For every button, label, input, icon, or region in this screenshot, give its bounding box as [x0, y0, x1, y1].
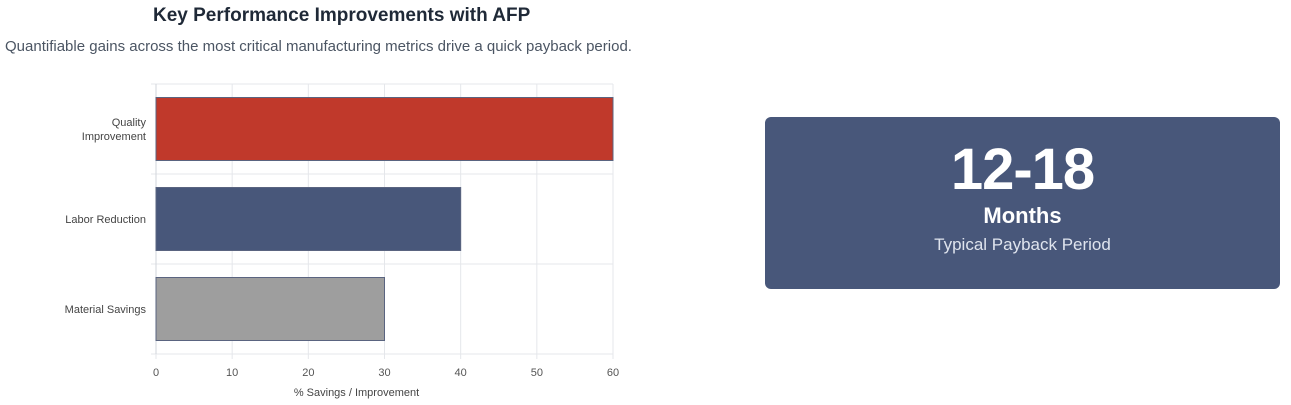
- page-title: Key Performance Improvements with AFP: [153, 5, 531, 26]
- x-tick-label: 10: [226, 367, 238, 379]
- x-tick-label: 60: [607, 367, 619, 379]
- bar: [155, 277, 385, 341]
- category-label: Quality: [112, 117, 147, 129]
- category-label: Labor Reduction: [65, 214, 146, 226]
- category-label: Material Savings: [65, 304, 147, 316]
- bar: [155, 97, 614, 161]
- x-axis-label: % Savings / Improvement: [294, 387, 419, 399]
- savings-bar-chart: 0 10 20 30 40 50 60 Quality Improvement Labor Red…: [65, 83, 619, 399]
- payback-card: 12-18 Months Typical Payback Period: [765, 117, 1280, 289]
- x-tick-label: 0: [153, 367, 159, 379]
- x-tick-label: 40: [455, 367, 467, 379]
- page-subtitle: Quantifiable gains across the most criti…: [5, 38, 632, 55]
- payback-label: Typical Payback Period: [934, 235, 1111, 254]
- x-tick-label: 20: [302, 367, 314, 379]
- bar: [155, 187, 462, 251]
- x-tick-label: 30: [378, 367, 390, 379]
- payback-unit: Months: [983, 203, 1062, 228]
- x-tick-label: 50: [531, 367, 543, 379]
- payback-value: 12-18: [950, 137, 1095, 202]
- category-label: Improvement: [82, 131, 146, 143]
